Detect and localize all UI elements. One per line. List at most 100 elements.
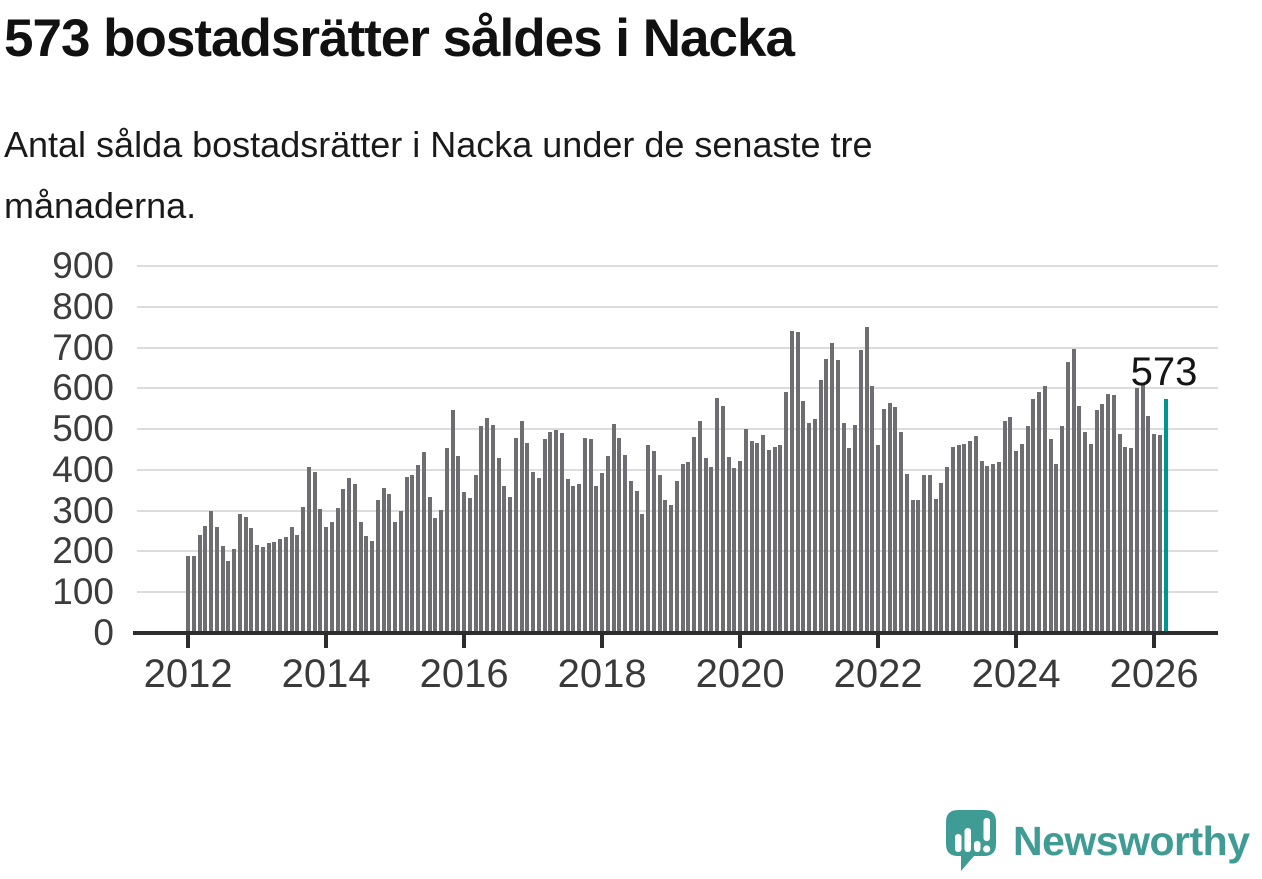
bar [1014,450,1019,633]
bar [956,444,961,633]
bar [657,474,662,633]
x-axis-tick [186,635,190,648]
bar [996,461,1001,633]
bar [289,527,294,633]
bar [1088,444,1093,633]
bar [559,432,564,633]
bar [985,465,990,633]
bar [697,420,702,633]
bar [715,398,720,633]
bar [278,539,283,633]
bar [968,441,973,633]
x-axis-tick-label: 2026 [1109,652,1199,696]
bar [387,493,392,633]
gridline-y400 [137,468,1218,471]
bar [1054,463,1059,633]
bar [784,392,789,633]
bar [910,500,915,633]
bar [272,542,277,633]
highlight-value-label: 573 [1130,350,1198,394]
bar [237,513,242,633]
bar [904,473,909,633]
bar [939,482,944,633]
bar [571,485,576,633]
y-axis-tick-label: 600 [52,367,114,409]
bar [858,349,863,633]
bar [651,450,656,633]
x-axis-tick [1152,635,1156,648]
bar [341,489,346,633]
bar [485,418,490,633]
bar [324,526,329,633]
bar [749,441,754,633]
bar [807,422,812,633]
bar [991,463,996,633]
bar [467,498,472,633]
bar [548,431,553,633]
bar [306,466,311,633]
bar [410,474,415,633]
bar [220,546,225,633]
bar [950,446,955,633]
bar [870,385,875,633]
y-axis-tick-label: 0 [93,612,114,653]
bar [830,343,835,633]
bar [1129,448,1134,633]
bar [358,522,363,633]
bar [605,456,610,633]
bar [640,514,645,633]
bar [536,478,541,633]
bar [692,437,697,633]
bar [554,429,559,633]
bar [1152,434,1157,633]
bar [479,426,484,633]
bar [1140,385,1145,633]
bar [818,380,823,633]
bar [962,443,967,633]
bar [927,474,932,633]
bar [945,466,950,633]
bar [646,444,651,633]
x-axis-tick [600,635,604,648]
bar [347,478,352,633]
bar [812,418,817,633]
bar [577,484,582,633]
bar [617,438,622,633]
bar [674,480,679,633]
bar [209,510,214,633]
y-axis-tick-label: 100 [52,571,114,613]
bar [283,537,288,633]
bar [433,517,438,633]
bar [916,500,921,633]
y-axis-tick-label: 900 [52,245,114,286]
bar [801,401,806,633]
bar [249,528,254,633]
bar [266,542,271,633]
x-axis-tick [1014,635,1018,648]
bar [1157,435,1162,633]
bar [899,432,904,633]
bar [600,473,605,633]
bar [243,517,248,633]
x-axis-tick-label: 2020 [695,652,785,696]
brand-name: Newsworthy [1013,817,1250,864]
x-axis-tick-label: 2022 [833,652,923,696]
bar [352,483,357,633]
bar [203,525,208,633]
x-axis-tick [462,635,466,648]
bar [375,500,380,633]
bar [1117,434,1122,633]
x-axis-tick-label: 2024 [971,652,1061,696]
bar [979,460,984,633]
bar [634,491,639,633]
bar [680,464,685,633]
bar [789,331,794,633]
bar [709,466,714,633]
bar [1077,406,1082,633]
gridline-y600 [137,387,1218,390]
bar [335,507,340,633]
bar [393,521,398,633]
bar [370,541,375,633]
bar [329,521,334,633]
bar [295,534,300,633]
